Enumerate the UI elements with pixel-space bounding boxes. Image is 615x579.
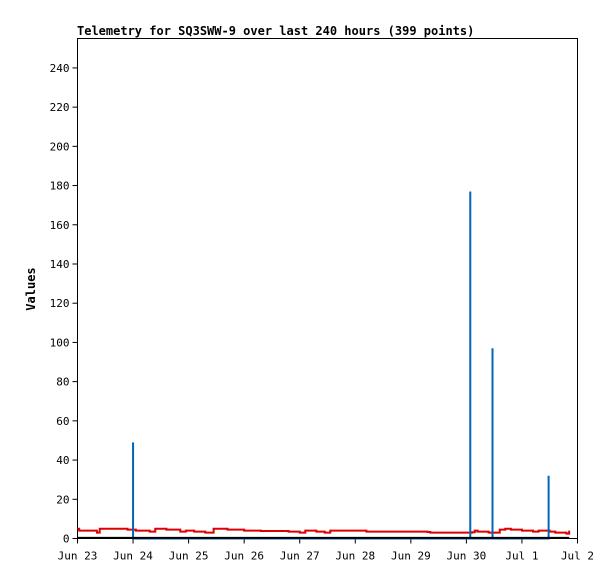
x-tick-label: Jun 29 [391, 550, 431, 563]
x-tick-label: Jun 30 [447, 550, 487, 563]
plot-frame [77, 38, 578, 539]
x-tick-label: Jun 23 [58, 550, 98, 563]
series-layer [77, 191, 571, 540]
x-axis: Jun 23 Jun 24 Jun 25 Jun 26 Jun 27 Jun 28 Jun … [58, 538, 594, 563]
x-tick-label: Jul 2 [561, 550, 594, 563]
series-line-2 [132, 191, 550, 540]
series-line-1 [77, 527, 571, 535]
y-axis: 0 20 40 60 80 100 120 140 160 180 200 220 240 [50, 62, 78, 546]
x-tick-label: Jun 24 [113, 550, 153, 563]
y-tick-label: 100 [50, 336, 70, 349]
y-tick-label: 20 [56, 493, 69, 506]
y-tick-label: 0 [63, 533, 70, 546]
y-tick-label: 120 [50, 297, 70, 310]
x-tick-label: Jun 26 [224, 550, 264, 563]
x-tick-label: Jul 1 [505, 550, 538, 563]
x-tick-label: Jun 27 [280, 550, 320, 563]
y-tick-label: 220 [50, 101, 70, 114]
x-tick-label: Jun 25 [169, 550, 209, 563]
y-tick-label: 80 [56, 376, 69, 389]
y-tick-label: 40 [56, 454, 69, 467]
y-tick-label: 160 [50, 219, 70, 232]
y-tick-label: 200 [50, 140, 70, 153]
y-tick-label: 140 [50, 258, 70, 271]
x-tick-label: Jun 28 [335, 550, 375, 563]
y-tick-label: 60 [56, 415, 69, 428]
y-axis-label: Values [24, 267, 38, 310]
chart-title: Telemetry for SQ3SWW-9 over last 240 hou… [77, 24, 474, 38]
y-tick-label: 180 [50, 180, 70, 193]
y-tick-label: 240 [50, 62, 70, 75]
